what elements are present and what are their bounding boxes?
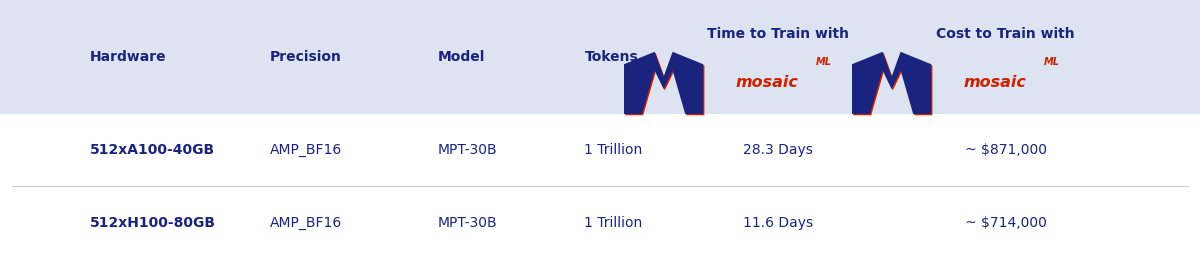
Polygon shape (853, 53, 932, 115)
FancyBboxPatch shape (0, 0, 1200, 114)
Text: AMP_BF16: AMP_BF16 (270, 143, 342, 157)
FancyBboxPatch shape (0, 114, 1200, 186)
Text: 1 Trillion: 1 Trillion (584, 216, 643, 230)
Text: Tokens: Tokens (584, 50, 638, 64)
Text: Hardware: Hardware (90, 50, 167, 64)
Text: Model: Model (438, 50, 485, 64)
Text: MPT-30B: MPT-30B (438, 143, 498, 157)
Text: 28.3 Days: 28.3 Days (743, 143, 812, 157)
Text: 512xH100-80GB: 512xH100-80GB (90, 216, 216, 230)
Polygon shape (624, 52, 703, 114)
Text: MPT-30B: MPT-30B (438, 216, 498, 230)
Text: Time to Train with: Time to Train with (707, 27, 848, 41)
Text: 11.6 Days: 11.6 Days (743, 216, 812, 230)
Text: ML: ML (1044, 57, 1060, 67)
Text: ~ $871,000: ~ $871,000 (965, 143, 1046, 157)
Text: mosaic: mosaic (964, 75, 1026, 90)
Text: ML: ML (816, 57, 832, 67)
Text: 1 Trillion: 1 Trillion (584, 143, 643, 157)
Text: Cost to Train with: Cost to Train with (936, 27, 1075, 41)
Text: mosaic: mosaic (736, 75, 798, 90)
Polygon shape (625, 53, 704, 115)
Polygon shape (852, 52, 931, 114)
Text: 512xA100-40GB: 512xA100-40GB (90, 143, 215, 157)
FancyBboxPatch shape (0, 186, 1200, 259)
Text: Precision: Precision (270, 50, 342, 64)
Text: ~ $714,000: ~ $714,000 (965, 216, 1046, 230)
Text: AMP_BF16: AMP_BF16 (270, 216, 342, 230)
